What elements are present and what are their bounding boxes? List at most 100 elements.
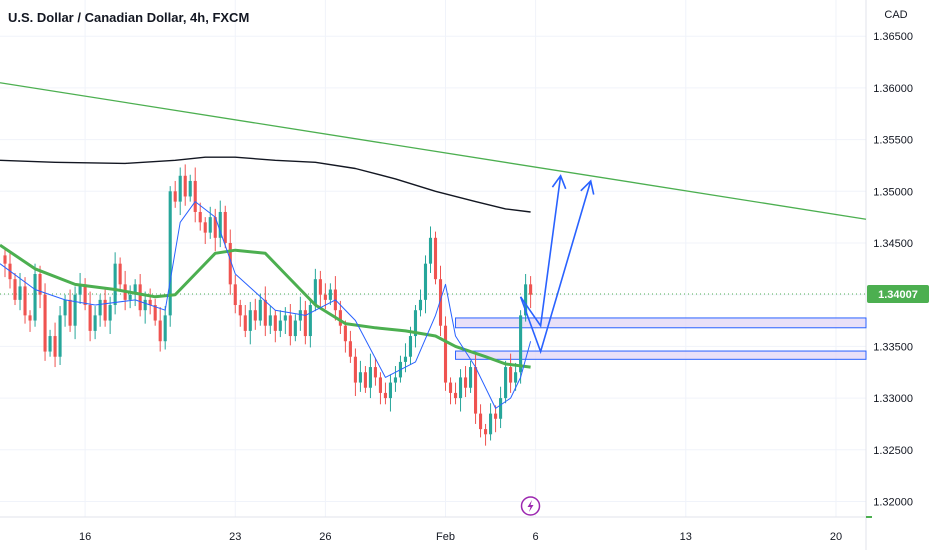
candle-body[interactable] xyxy=(238,305,242,316)
candle-body[interactable] xyxy=(293,320,297,337)
candle-body[interactable] xyxy=(223,211,227,243)
candle-body[interactable] xyxy=(168,191,172,316)
candle-body[interactable] xyxy=(193,180,197,212)
support-zone[interactable] xyxy=(455,350,867,360)
candle-body[interactable] xyxy=(88,305,92,331)
support-zone[interactable] xyxy=(455,317,867,329)
candle-body[interactable] xyxy=(278,320,282,331)
candle-body[interactable] xyxy=(468,367,473,388)
candle-body[interactable] xyxy=(448,382,453,393)
projection-path[interactable] xyxy=(519,180,592,355)
candle-body[interactable] xyxy=(303,310,307,337)
resistance-trendline[interactable] xyxy=(0,82,867,220)
candle-body[interactable] xyxy=(408,336,413,357)
candle-body[interactable] xyxy=(368,367,372,388)
candle-body[interactable] xyxy=(443,325,448,383)
candle-body[interactable] xyxy=(108,305,112,321)
candle-body[interactable] xyxy=(463,377,468,388)
candle-body[interactable] xyxy=(393,377,398,383)
candle-body[interactable] xyxy=(163,315,167,342)
candle-body[interactable] xyxy=(378,377,382,393)
candle-body[interactable] xyxy=(288,315,292,337)
candle-body[interactable] xyxy=(173,191,177,202)
candle-body[interactable] xyxy=(418,299,423,311)
candle-body[interactable] xyxy=(494,413,498,419)
candle-body[interactable] xyxy=(484,429,488,435)
candle-body[interactable] xyxy=(458,377,463,399)
candle-body[interactable] xyxy=(3,255,7,264)
candle-body[interactable] xyxy=(509,367,513,383)
candle-body[interactable] xyxy=(433,237,438,280)
candle-body[interactable] xyxy=(13,279,17,300)
candle-body[interactable] xyxy=(473,367,478,414)
candle-body[interactable] xyxy=(298,310,302,321)
candle-body[interactable] xyxy=(438,279,443,326)
candle-body[interactable] xyxy=(63,299,67,316)
candle-body[interactable] xyxy=(383,392,387,399)
candle-body[interactable] xyxy=(68,299,72,326)
candle-body[interactable] xyxy=(243,315,247,331)
candle-body[interactable] xyxy=(253,310,257,321)
candle-body[interactable] xyxy=(428,237,433,264)
candle-body[interactable] xyxy=(133,284,137,295)
projection-path[interactable] xyxy=(519,175,562,328)
candle-body[interactable] xyxy=(33,274,37,321)
candle-body[interactable] xyxy=(213,217,217,238)
candle-body[interactable] xyxy=(328,289,332,300)
candle-body[interactable] xyxy=(524,284,528,316)
candle-body[interactable] xyxy=(43,294,47,352)
candle-body[interactable] xyxy=(53,336,57,357)
candle-body[interactable] xyxy=(413,310,418,337)
candle-body[interactable] xyxy=(499,398,503,419)
candle-body[interactable] xyxy=(313,279,317,306)
candle-body[interactable] xyxy=(268,315,272,326)
candle-body[interactable] xyxy=(323,294,327,300)
candle-body[interactable] xyxy=(93,315,97,331)
candle-body[interactable] xyxy=(153,305,157,321)
candle-body[interactable] xyxy=(358,372,362,383)
candle-body[interactable] xyxy=(343,325,347,342)
candle-body[interactable] xyxy=(263,299,267,326)
candle-body[interactable] xyxy=(403,356,408,362)
candle-body[interactable] xyxy=(183,175,187,197)
candle-body[interactable] xyxy=(363,372,367,388)
candle-body[interactable] xyxy=(38,274,42,295)
candle-body[interactable] xyxy=(353,356,357,383)
candle-body[interactable] xyxy=(489,413,493,435)
candle-body[interactable] xyxy=(188,180,192,197)
candle-body[interactable] xyxy=(519,315,523,373)
candle-body[interactable] xyxy=(258,299,262,321)
candle-body[interactable] xyxy=(58,315,62,357)
candle-body[interactable] xyxy=(98,299,102,316)
candle-body[interactable] xyxy=(18,286,22,300)
candle-body[interactable] xyxy=(308,305,312,337)
candle-body[interactable] xyxy=(138,284,142,311)
candle-body[interactable] xyxy=(453,392,458,399)
candle-body[interactable] xyxy=(143,299,147,311)
candle-body[interactable] xyxy=(23,286,27,316)
candle-body[interactable] xyxy=(178,175,182,202)
candle-body[interactable] xyxy=(198,211,202,223)
candle-body[interactable] xyxy=(233,284,237,306)
candle-body[interactable] xyxy=(388,382,393,399)
candle-body[interactable] xyxy=(103,299,107,321)
candle-body[interactable] xyxy=(28,315,32,321)
candle-body[interactable] xyxy=(48,336,52,352)
candle-body[interactable] xyxy=(73,294,77,326)
candle-body[interactable] xyxy=(423,263,428,300)
candle-body[interactable] xyxy=(318,279,322,295)
candle-body[interactable] xyxy=(158,320,162,342)
candle-body[interactable] xyxy=(83,284,87,306)
candle-body[interactable] xyxy=(479,413,483,430)
candle-body[interactable] xyxy=(283,315,287,321)
candle-body[interactable] xyxy=(78,284,82,295)
candle-body[interactable] xyxy=(203,222,207,233)
candle-body[interactable] xyxy=(128,294,132,300)
candle-body[interactable] xyxy=(113,263,117,306)
candle-body[interactable] xyxy=(218,211,222,238)
candle-body[interactable] xyxy=(529,284,533,295)
candle-body[interactable] xyxy=(504,367,508,399)
candle-body[interactable] xyxy=(514,372,518,383)
